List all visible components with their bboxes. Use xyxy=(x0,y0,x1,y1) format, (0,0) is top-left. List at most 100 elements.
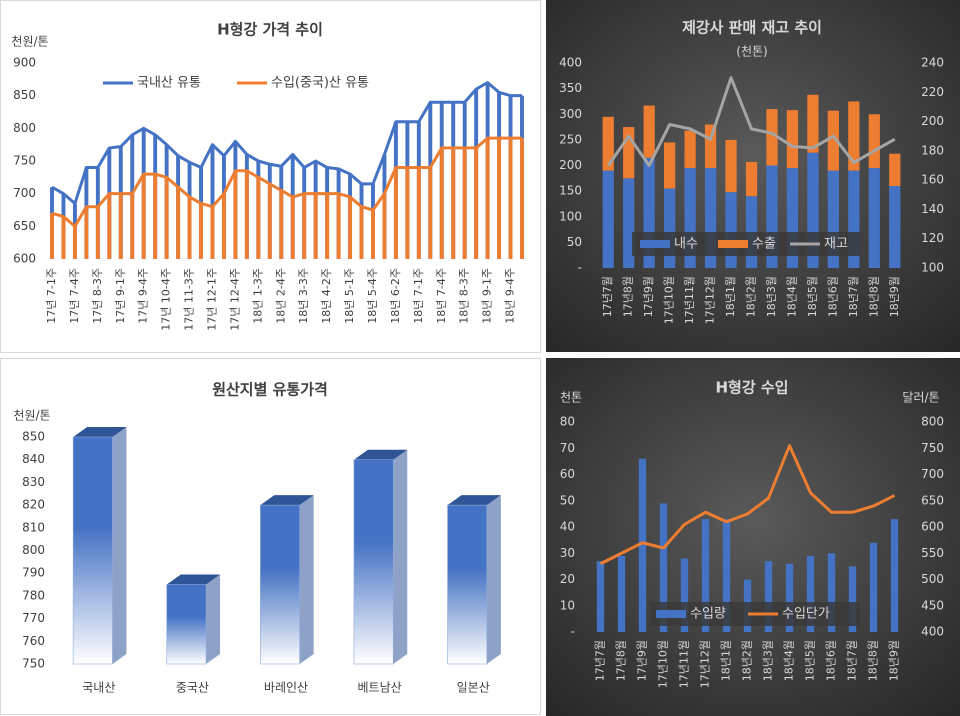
bar xyxy=(848,566,857,632)
tick-label: 830 xyxy=(22,475,45,489)
tick-label: - xyxy=(578,261,582,275)
bar xyxy=(107,193,112,259)
bar xyxy=(602,170,614,268)
bar xyxy=(680,558,689,632)
bar xyxy=(210,144,215,259)
bar xyxy=(766,165,778,268)
x-tick-label: 17년 7-4주 xyxy=(68,268,81,324)
bar xyxy=(889,186,901,268)
bar xyxy=(848,170,860,268)
tick-label: 840 xyxy=(22,452,45,466)
tick-label: 770 xyxy=(22,611,45,625)
bar xyxy=(290,196,295,259)
x-tick-label: 18년5월 xyxy=(804,640,817,681)
x-tick-label: 17년9월 xyxy=(642,276,655,317)
x-tick-label: 17년12월 xyxy=(704,276,717,324)
bar xyxy=(869,542,878,632)
bar xyxy=(485,138,490,259)
y-axis-label: 천원/톤 xyxy=(13,408,50,423)
x-tick-label: 18년2월 xyxy=(741,640,754,681)
bar xyxy=(806,555,815,632)
tick-label: 50 xyxy=(560,493,575,507)
bar xyxy=(405,167,410,259)
bar xyxy=(766,109,778,166)
x-tick-label: 일본산 xyxy=(457,681,490,695)
x-tick-label: 17년 9-1주 xyxy=(114,268,127,324)
tick-label: 760 xyxy=(22,634,45,648)
tick-label: 800 xyxy=(13,121,36,135)
series-line xyxy=(599,444,896,566)
x-tick-label: 18년3월 xyxy=(762,640,775,681)
bar xyxy=(684,168,696,268)
bar xyxy=(141,174,146,259)
bar xyxy=(416,167,421,259)
y2-axis-label: 달러/톤 xyxy=(902,391,939,405)
x-tick-label: 18년 6-2주 xyxy=(389,268,402,324)
x-tick-label: 18년 8-3주 xyxy=(458,268,471,324)
x-tick-label: 18년 4-2주 xyxy=(320,268,333,324)
x-tick-label: 17년12월 xyxy=(699,640,712,688)
bar xyxy=(725,192,737,268)
tick-label: 450 xyxy=(921,598,944,612)
x-tick-label: 18년 5-1주 xyxy=(343,268,356,324)
x-tick-label: 17년 8-3주 xyxy=(91,268,104,324)
bar xyxy=(508,138,513,259)
tick-label: 350 xyxy=(559,81,582,95)
tick-label: 200 xyxy=(559,158,582,172)
x-tick-label: 18년8월 xyxy=(867,276,880,317)
x-tick-label: 18년 7-4주 xyxy=(435,268,448,324)
x-tick-label: 18년 2-4주 xyxy=(274,268,287,324)
x-tick-label: 18년3월 xyxy=(765,276,778,317)
bar xyxy=(61,216,66,259)
bar xyxy=(827,553,836,632)
bar-top xyxy=(260,495,314,506)
bar xyxy=(221,193,226,259)
tick-label: 180 xyxy=(921,143,944,157)
series-line xyxy=(607,76,896,167)
bar xyxy=(50,213,54,259)
bar xyxy=(643,157,655,268)
bar xyxy=(785,563,794,632)
bar xyxy=(393,167,398,259)
x-tick-label: 중국산 xyxy=(176,681,209,695)
tick-label: 300 xyxy=(559,107,582,121)
legend-label: 수출 xyxy=(752,237,776,252)
bar xyxy=(701,519,710,632)
tick-label: 30 xyxy=(560,546,575,560)
tick-label: - xyxy=(571,625,575,639)
bar xyxy=(382,193,387,259)
bar xyxy=(313,193,318,259)
x-tick-label: 17년7월 xyxy=(601,276,614,317)
bar xyxy=(596,561,605,632)
x-tick-label: 18년6월 xyxy=(826,276,839,317)
x-tick-label: 17년 9-4주 xyxy=(137,268,150,324)
tick-label: 250 xyxy=(559,132,582,146)
tick-label: 200 xyxy=(921,114,944,128)
x-tick-label: 18년 1-3주 xyxy=(251,268,264,324)
bar xyxy=(638,458,647,632)
chart-title: 제강사 판매 재고 추이 xyxy=(682,19,822,37)
bar xyxy=(279,190,284,259)
x-tick-label: 17년 7-1주 xyxy=(45,268,58,324)
x-tick-label: 17년 12-4주 xyxy=(228,268,241,331)
bar xyxy=(725,139,737,193)
x-tick-label: 17년11월 xyxy=(683,276,696,324)
tick-label: 750 xyxy=(22,657,45,671)
bar xyxy=(439,147,444,259)
bar-side xyxy=(299,495,314,664)
bar xyxy=(447,504,488,665)
x-tick-label: 18년4월 xyxy=(785,276,798,317)
bar xyxy=(497,138,502,259)
bar xyxy=(176,187,181,259)
x-tick-label: 17년 10-4주 xyxy=(160,268,173,331)
x-tick-label: 18년8월 xyxy=(867,640,880,681)
bar xyxy=(664,142,676,189)
bar xyxy=(786,110,799,169)
x-tick-label: 국내산 xyxy=(82,681,115,695)
tick-label: 150 xyxy=(559,184,582,198)
tick-label: 160 xyxy=(921,173,944,187)
tick-label: 750 xyxy=(921,441,944,455)
bar xyxy=(256,177,261,259)
